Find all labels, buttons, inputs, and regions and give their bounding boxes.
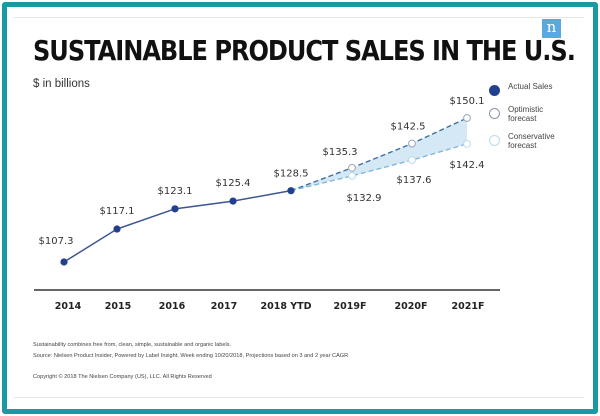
actual-sales-line: [63, 189, 292, 263]
data-label-actual: $125.4: [216, 178, 251, 189]
conservative-point: [408, 156, 416, 164]
x-tick-label: 2016: [159, 301, 186, 312]
x-tick-label: 2018 YTD: [261, 301, 312, 312]
legend-label: Optimistic forecast: [508, 105, 544, 123]
data-label-conservative: $132.9: [347, 193, 382, 204]
data-label-conservative: $142.4: [450, 160, 485, 171]
nielsen-logo-icon: n: [542, 19, 561, 38]
legend-item-optimistic: Optimistic forecast: [489, 105, 563, 123]
actual-point: [171, 205, 179, 213]
data-label-optimistic: $150.1: [450, 96, 485, 107]
actual-point: [287, 187, 295, 195]
chart-title: SUSTAINABLE PRODUCT SALES IN THE U.S.: [33, 34, 576, 67]
data-label-actual: $128.5: [274, 169, 309, 180]
x-tick-label: 2017: [211, 301, 237, 312]
actual-point: [113, 225, 121, 233]
data-label-optimistic: $135.3: [323, 147, 358, 158]
optimistic-point: [408, 139, 416, 148]
legend-label: Actual Sales: [508, 82, 553, 91]
legend-marker-conservative: [489, 135, 500, 146]
data-label-actual: $117.1: [100, 206, 135, 217]
footnote-copyright: Copyright © 2018 The Nielsen Company (US…: [33, 374, 212, 380]
legend-marker-optimistic: [489, 108, 500, 119]
forecast-band: [291, 118, 467, 191]
x-tick-label: 2020F: [395, 301, 428, 312]
footnote-definition: Sustainability combines free from, clean…: [33, 342, 232, 348]
data-label-actual: $107.3: [39, 236, 74, 247]
optimistic-forecast-line: [290, 117, 468, 192]
x-tick-label: 2015: [105, 301, 131, 312]
legend-item-actual: Actual Sales: [489, 82, 563, 96]
legend-label: Conservative forecast: [508, 132, 555, 150]
conservative-forecast-line: [290, 143, 468, 192]
top-divider: [14, 17, 584, 18]
conservative-point: [463, 140, 471, 148]
actual-point: [229, 197, 237, 205]
data-label-conservative: $137.6: [397, 175, 432, 186]
x-tick-label: 2019F: [334, 301, 367, 312]
x-tick-label: 2021F: [452, 301, 485, 312]
bottom-divider: [14, 397, 584, 398]
legend: Actual Sales Optimistic forecast Conserv…: [489, 82, 563, 159]
optimistic-point: [348, 163, 356, 172]
legend-item-conservative: Conservative forecast: [489, 132, 563, 150]
data-label-actual: $123.1: [158, 186, 193, 197]
footnote-source: Source: Nielsen Product Insider, Powered…: [33, 353, 349, 359]
chart-subtitle: $ in billions: [33, 78, 90, 90]
optimistic-point: [463, 114, 471, 122]
conservative-point: [348, 171, 356, 180]
actual-point: [60, 258, 68, 266]
x-tick-label: 2014: [55, 301, 82, 312]
data-label-optimistic: $142.5: [391, 122, 426, 133]
legend-marker-actual: [489, 85, 500, 96]
